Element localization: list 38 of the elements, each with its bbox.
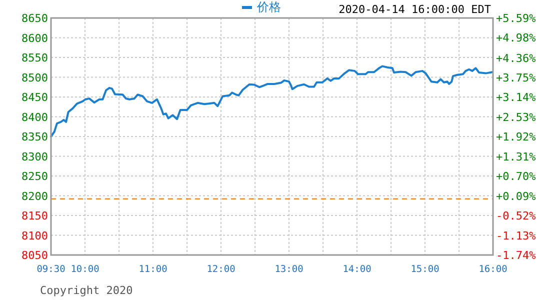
- x-tick-label: 16:00: [478, 264, 508, 275]
- x-tick-label: 12:00: [206, 264, 236, 275]
- y2-tick-label: +1.31%: [496, 150, 536, 164]
- y-tick-label: 8050: [22, 249, 48, 262]
- y2-tick-label: -1.13%: [496, 229, 536, 242]
- x-tick-label: 14:00: [342, 264, 372, 275]
- x-tick-label: 13:00: [274, 264, 304, 275]
- y-tick-label: 8650: [22, 12, 48, 25]
- x-tick-label: 10:00: [70, 264, 100, 275]
- y-tick-label: 8600: [22, 32, 48, 45]
- y2-tick-label: +1.92%: [496, 130, 536, 144]
- y-tick-label: 8350: [22, 130, 48, 144]
- text: 2020-04-14 16:00:00 EDT: [338, 3, 492, 16]
- legend-label: 价格: [256, 0, 281, 14]
- y2-tick-label: +0.09%: [496, 190, 536, 203]
- y-tick-label: 8200: [22, 190, 48, 203]
- y-tick-label: 8150: [22, 210, 48, 222]
- y2-tick-label: +3.75%: [496, 71, 536, 84]
- legend: 价格: [242, 0, 281, 14]
- x-tick-label: 11:00: [138, 264, 168, 275]
- y2-tick-label: -1.74%: [496, 249, 536, 262]
- y-tick-label: 8300: [22, 150, 48, 164]
- y-tick-label: 8450: [22, 91, 48, 104]
- x-tick-label: 09:30: [36, 264, 66, 275]
- y2-tick-label: +3.14%: [496, 91, 536, 104]
- y-tick-label: 8250: [22, 170, 48, 183]
- y2-tick-label: +0.70%: [496, 170, 536, 184]
- y2-tick-label: +4.36%: [496, 52, 536, 65]
- text: Copyright 2020: [40, 284, 133, 297]
- y2-tick-label: +2.53%: [496, 110, 536, 124]
- y2-tick-label: +5.59%: [496, 12, 536, 25]
- y-tick-label: 8400: [22, 110, 48, 124]
- y-tick-label: 8100: [22, 229, 48, 242]
- x-tick-label: 15:00: [410, 264, 440, 275]
- y-tick-label: 8500: [22, 71, 48, 84]
- y2-tick-label: +4.98%: [496, 32, 536, 45]
- y2-tick-label: -0.52%: [496, 210, 536, 223]
- y-tick-label: 8550: [22, 52, 48, 64]
